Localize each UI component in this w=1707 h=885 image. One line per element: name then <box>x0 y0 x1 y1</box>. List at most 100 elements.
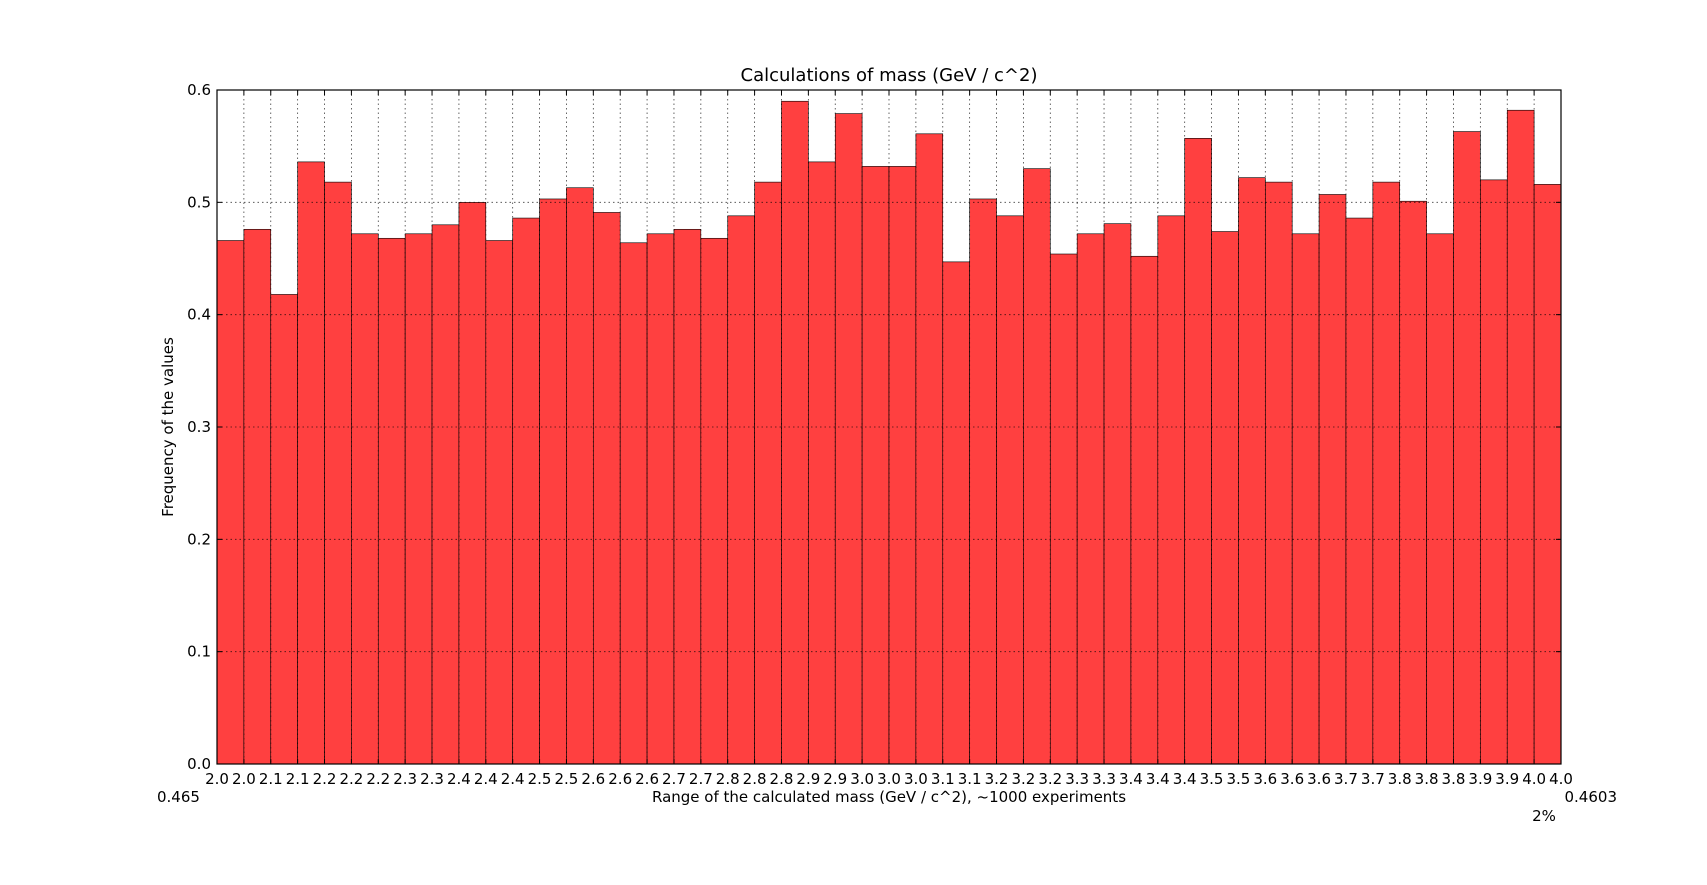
x-tick-label: 3.0 <box>904 770 928 788</box>
y-tick-label: 0.4 <box>187 306 211 324</box>
histogram-bar <box>969 198 997 765</box>
histogram-bar <box>458 202 487 765</box>
histogram-bar <box>243 228 272 765</box>
histogram-bar <box>861 166 890 765</box>
histogram-bar <box>377 237 406 765</box>
histogram-bar <box>1480 179 1508 765</box>
x-tick-label: 2.8 <box>770 770 794 788</box>
x-tick-label: 2.8 <box>716 770 740 788</box>
histogram-bar <box>1318 194 1347 765</box>
histogram-bar <box>834 113 863 765</box>
x-tick-label: 3.2 <box>1011 770 1035 788</box>
x-tick-label: 2.6 <box>608 770 632 788</box>
x-tick-label: 2.7 <box>689 770 713 788</box>
x-tick-label: 3.9 <box>1468 770 1492 788</box>
x-tick-label: 3.4 <box>1173 770 1197 788</box>
x-tick-label: 2.4 <box>447 770 471 788</box>
x-tick-label: 2.2 <box>339 770 363 788</box>
overlapping-label-second-line: 2% <box>1532 807 1556 825</box>
x-tick-label: 3.1 <box>931 770 955 788</box>
histogram-bar <box>1157 215 1185 765</box>
x-tick-label: 2.0 <box>232 770 256 788</box>
histogram-bar <box>1291 233 1320 765</box>
histogram-bar <box>673 228 702 765</box>
y-tick-label: 0.6 <box>187 81 211 99</box>
x-tick-label: 2.6 <box>581 770 605 788</box>
x-tick-label: 2.7 <box>662 770 686 788</box>
histogram-bar <box>619 242 648 765</box>
x-tick-label: 3.8 <box>1388 770 1412 788</box>
histogram-bar <box>1372 181 1401 765</box>
histogram-bar <box>996 215 1024 765</box>
y-tick-label: 0.2 <box>187 530 211 548</box>
histogram-bar <box>1506 109 1535 765</box>
histogram-bar <box>431 224 460 765</box>
x-tick-label: 3.7 <box>1334 770 1358 788</box>
histogram-bar <box>1399 200 1427 765</box>
histogram-bar <box>700 237 729 765</box>
histogram-bar <box>216 240 245 765</box>
x-tick-label: 2.1 <box>286 770 310 788</box>
y-tick-label: 0.0 <box>187 755 211 773</box>
x-tick-label: 3.3 <box>1092 770 1116 788</box>
x-tick-label: 3.6 <box>1307 770 1331 788</box>
histogram-bar <box>404 233 433 765</box>
x-tick-label: 3.6 <box>1280 770 1304 788</box>
x-tick-label: 2.5 <box>555 770 579 788</box>
x-tick-label: 2.8 <box>743 770 767 788</box>
x-tick-label: 2.9 <box>796 770 820 788</box>
histogram-bar <box>351 233 379 765</box>
histogram-bar <box>539 198 567 765</box>
x-tick-label: 2.2 <box>366 770 390 788</box>
x-tick-label: 4.0 <box>1522 770 1546 788</box>
histogram-bar <box>888 166 917 765</box>
x-tick-label: 2.5 <box>528 770 552 788</box>
x-tick-label: 3.2 <box>985 770 1009 788</box>
x-tick-label: 2.9 <box>823 770 847 788</box>
histogram-bar <box>1345 217 1374 765</box>
histogram-bar <box>727 215 755 765</box>
histogram-bar <box>485 240 513 765</box>
histogram-bar <box>270 294 298 765</box>
y-tick-label: 0.3 <box>187 418 211 436</box>
histogram-bar <box>1076 233 1105 765</box>
x-tick-label: 3.2 <box>1038 770 1062 788</box>
histogram-bar <box>593 212 621 765</box>
histogram-bar <box>1533 184 1562 765</box>
histogram-bar <box>1023 168 1051 765</box>
overlapping-label-start: 0.465 <box>157 788 200 806</box>
overlapping-label-end: 0.4603 <box>1565 788 1618 806</box>
x-tick-label: 3.0 <box>877 770 901 788</box>
x-tick-label: 3.6 <box>1253 770 1277 788</box>
histogram-bar <box>915 133 944 765</box>
overlapping-x-axis-label: Range of the calculated mass (GeV / c^2)… <box>652 788 1126 806</box>
x-tick-label: 4.0 <box>1549 770 1573 788</box>
histogram-bar <box>808 161 836 765</box>
x-tick-label: 3.8 <box>1415 770 1439 788</box>
histogram-bar <box>1103 223 1132 765</box>
axis-ticks: 0.00.10.20.30.40.50.62.0 2.0 2.1 2.1 2.2 2.2 2… <box>187 81 1573 788</box>
histogram-bar <box>646 233 675 765</box>
x-tick-label: 3.4 <box>1146 770 1170 788</box>
chart-title: Calculations of mass (GeV / c^2) <box>741 65 1038 86</box>
x-tick-label: 2.0 <box>205 770 229 788</box>
x-tick-label: 3.3 <box>1065 770 1089 788</box>
histogram-bar <box>781 100 809 765</box>
x-tick-label: 3.7 <box>1361 770 1385 788</box>
y-tick-label: 0.1 <box>187 643 211 661</box>
histogram-bar <box>1238 177 1266 765</box>
histogram-bar <box>1265 181 1293 765</box>
x-tick-label: 2.3 <box>393 770 417 788</box>
x-tick-label: 3.1 <box>958 770 982 788</box>
histogram-bar <box>297 161 325 765</box>
y-axis-label: Frequency of the values <box>159 337 177 517</box>
x-tick-label: 3.4 <box>1119 770 1143 788</box>
x-tick-label: 2.3 <box>420 770 444 788</box>
histogram-bar <box>1049 253 1078 765</box>
histogram-bar <box>942 261 970 765</box>
histogram-bar <box>1184 138 1212 765</box>
histogram-bar <box>1453 131 1481 765</box>
x-tick-label: 2.4 <box>474 770 498 788</box>
histogram-bar <box>754 181 782 765</box>
